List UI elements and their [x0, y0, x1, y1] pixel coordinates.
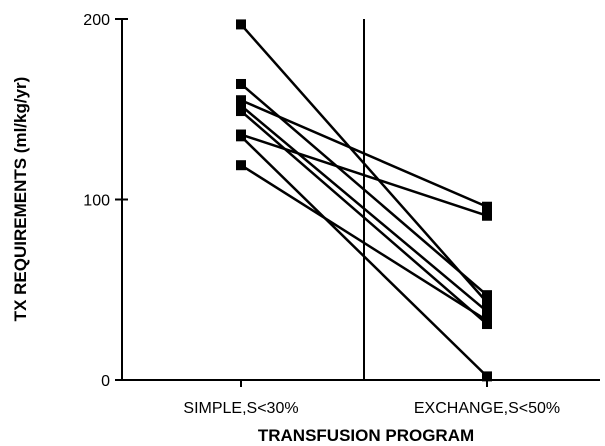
y-tick-label-0: 0	[101, 373, 110, 390]
y-tick-label-100: 100	[83, 193, 110, 210]
series-line	[240, 135, 488, 378]
series-line	[240, 99, 488, 208]
data-point	[236, 131, 246, 142]
series-line	[240, 164, 488, 322]
series-line	[240, 23, 488, 304]
data-point	[482, 201, 492, 212]
series-8	[236, 160, 492, 326]
data-point	[236, 78, 246, 89]
data-point	[482, 210, 492, 221]
x-axis-title: TRANSFUSION PROGRAM	[258, 426, 474, 445]
data-point	[236, 95, 246, 106]
x-tick-label-0: SIMPLE,S<30%	[183, 400, 298, 417]
data-point	[482, 315, 492, 326]
data-marks	[236, 19, 492, 382]
data-point	[482, 371, 492, 382]
series-1	[236, 19, 492, 308]
data-point	[236, 160, 246, 171]
y-tick-label-200: 200	[83, 12, 110, 29]
data-point	[482, 306, 492, 317]
series-line	[240, 110, 488, 325]
data-point	[482, 297, 492, 308]
data-point	[482, 290, 492, 301]
data-point	[236, 100, 246, 111]
axes: 0 100 200 SIMPLE,S<30% EXCHANGE,S<50%	[83, 12, 600, 417]
series-4	[236, 100, 492, 317]
x-tick-label-1: EXCHANGE,S<50%	[414, 400, 560, 417]
series-7	[236, 131, 492, 382]
series-line	[240, 133, 488, 217]
series-line	[240, 104, 488, 313]
y-axis-title: TX REQUIREMENTS (ml/kg/yr)	[11, 77, 30, 322]
data-point	[236, 106, 246, 117]
series-3	[236, 95, 492, 212]
data-point	[236, 19, 246, 30]
